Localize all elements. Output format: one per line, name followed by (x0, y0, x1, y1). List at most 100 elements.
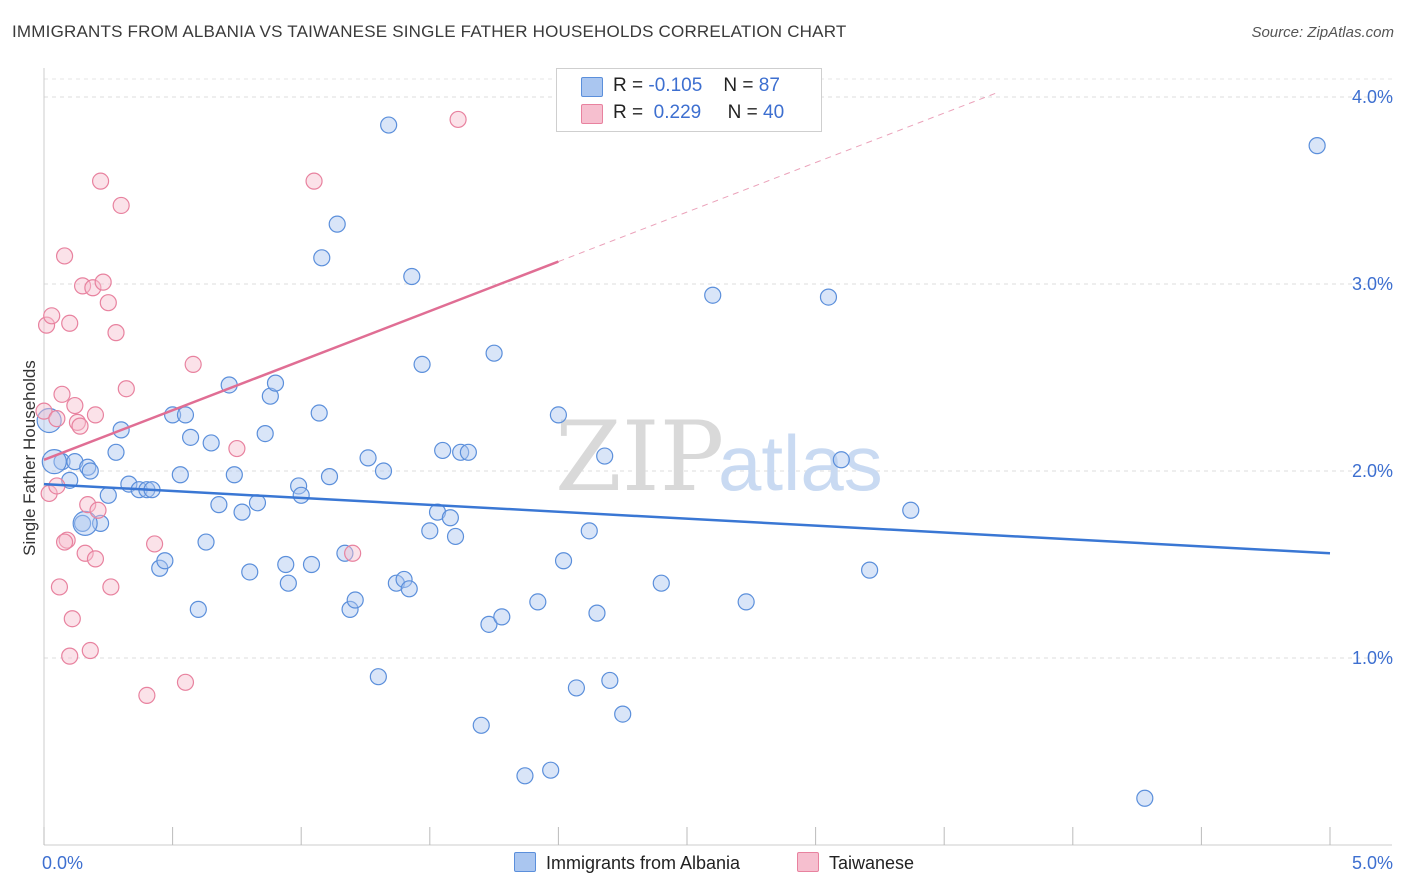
bottom-legend-taiwanese[interactable]: Taiwanese (797, 852, 914, 874)
data-point (1308, 137, 1326, 155)
data-point (248, 494, 267, 512)
data-point (197, 533, 215, 551)
data-point (256, 425, 274, 443)
data-point (313, 249, 331, 267)
data-point (704, 286, 722, 304)
data-point (277, 555, 295, 574)
data-point (1136, 789, 1154, 807)
data-point (580, 522, 598, 540)
legend-r-value: -0.105 (648, 75, 703, 96)
data-point (182, 428, 200, 446)
data-point (89, 501, 107, 519)
data-point (529, 593, 547, 611)
y-tick-label: 2.0% (1352, 461, 1393, 481)
data-point (542, 761, 560, 779)
legend-swatch-taiwanese (581, 104, 603, 124)
data-point (117, 380, 135, 398)
data-point (341, 600, 359, 618)
data-point (176, 673, 195, 691)
data-point (43, 307, 61, 325)
legend-r-value: 0.229 (653, 102, 702, 123)
data-point (588, 604, 606, 622)
data-point (832, 451, 850, 469)
data-point (601, 671, 619, 690)
data-point (72, 510, 98, 536)
x-tick-label-left: 0.0% (42, 853, 83, 873)
data-point (400, 580, 418, 598)
data-point (346, 591, 364, 609)
data-point (310, 404, 328, 422)
watermark-atlas: atlas (718, 419, 883, 507)
trend-line-taiwanese (43, 260, 559, 461)
series-taiwanese (35, 110, 467, 705)
data-point (472, 716, 490, 734)
bottom-legend-albania[interactable]: Immigrants from Albania (514, 852, 740, 874)
bottom-legend-swatch-albania (514, 852, 536, 872)
trend-lines (43, 92, 1331, 555)
data-point (861, 561, 879, 579)
data-point (79, 496, 97, 514)
chart-title: IMMIGRANTS FROM ALBANIA VS TAIWANESE SIN… (12, 22, 847, 41)
data-point (292, 486, 310, 504)
data-point (344, 544, 362, 562)
data-point (480, 615, 498, 633)
data-point (737, 593, 755, 611)
data-point (233, 503, 251, 521)
data-point (554, 552, 573, 570)
data-point (81, 462, 99, 480)
stats-legend: R = -0.105 N = 87 R = 0.229 N = 40 (556, 68, 822, 132)
bottom-legend-swatch-taiwanese (797, 852, 819, 872)
data-point (302, 555, 321, 574)
series-points (35, 110, 1326, 807)
data-point (549, 406, 568, 424)
data-point (107, 443, 125, 461)
data-point (55, 533, 74, 551)
data-point (156, 552, 174, 570)
data-point (403, 267, 421, 286)
data-point (328, 215, 346, 233)
data-point (184, 355, 202, 374)
data-point (81, 641, 99, 660)
data-point (73, 514, 92, 532)
data-point (485, 344, 503, 362)
y-axis-label: Single Father Households (20, 360, 39, 556)
bottom-legend-label-albania: Immigrants from Albania (546, 853, 741, 873)
data-point (145, 535, 164, 553)
data-point (395, 570, 413, 589)
data-point (102, 578, 120, 596)
data-point (441, 509, 459, 527)
legend-n-label: N = (727, 102, 758, 123)
data-point (596, 447, 614, 465)
y-tick-label: 4.0% (1352, 87, 1393, 107)
x-tick-label-right: 5.0% (1352, 853, 1393, 873)
legend-n-value: 87 (758, 75, 780, 96)
data-point (516, 767, 534, 785)
y-tick-label: 1.0% (1352, 648, 1393, 668)
data-point (94, 273, 112, 291)
data-point (446, 527, 465, 546)
data-point (413, 355, 431, 374)
tick-labels: 4.0% 3.0% 2.0% 1.0% 0.0% 5.0% (42, 87, 1393, 873)
legend-n-label: N = (723, 75, 754, 96)
data-point (53, 385, 71, 403)
data-point (279, 574, 297, 592)
data-point (434, 441, 452, 460)
data-point (107, 324, 125, 342)
data-point (210, 496, 228, 514)
legend-swatch-albania (581, 77, 603, 97)
data-point (99, 486, 117, 504)
data-point (48, 410, 66, 428)
data-point (266, 374, 285, 392)
data-point (819, 288, 838, 306)
data-point (86, 406, 105, 424)
data-point (374, 462, 393, 480)
data-point (71, 417, 89, 435)
data-point (614, 705, 632, 723)
data-point (380, 116, 398, 134)
data-point (61, 647, 79, 665)
data-point (61, 314, 79, 332)
data-point (421, 522, 439, 540)
data-point (73, 277, 92, 295)
data-point (202, 434, 220, 452)
